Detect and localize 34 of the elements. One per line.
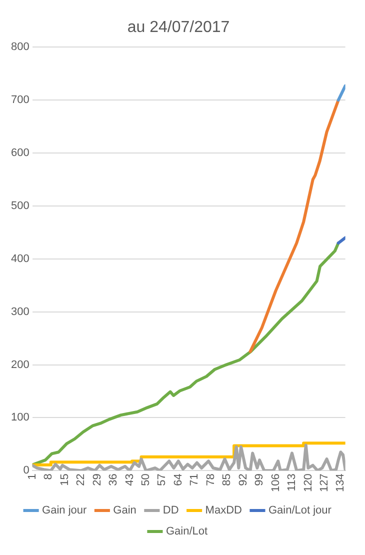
x-tick-label: 85: [221, 474, 234, 486]
x-tick-label: 120: [302, 474, 314, 492]
y-tick-label: 700: [10, 94, 30, 106]
y-tick-label: 500: [10, 200, 30, 212]
x-tick-label: 50: [140, 474, 152, 486]
x-tick-label: 134: [334, 474, 347, 492]
x-tick-label: 127: [318, 474, 330, 492]
legend-label: Gain/Lot jour: [268, 504, 332, 517]
x-tick-label: 92: [237, 474, 250, 486]
y-tick-label: 100: [10, 412, 30, 424]
x-tick-label: 106: [270, 474, 282, 492]
x-tick-label: 71: [188, 474, 201, 486]
x-tick-label: 43: [124, 474, 136, 486]
legend-label: Gain/Lot: [166, 526, 208, 538]
x-tick-label: 36: [108, 474, 120, 486]
y-tick-label: 400: [10, 252, 30, 265]
y-tick-label: 200: [10, 358, 30, 371]
x-tick-label: 15: [58, 474, 71, 486]
x-tick-label: 99: [254, 474, 266, 486]
x-tick-label: 22: [75, 474, 88, 486]
x-tick-label: 78: [204, 474, 217, 486]
legend-label: Gain jour: [42, 504, 88, 517]
x-tick-label: 29: [91, 474, 104, 486]
x-tick-label: 8: [42, 474, 55, 480]
legend-label: Gain: [113, 504, 136, 517]
y-tick-label: 600: [10, 147, 30, 160]
x-tick-label: 57: [156, 474, 168, 486]
y-tick-label: 300: [10, 306, 30, 318]
legend-label: DD: [162, 504, 179, 517]
x-tick-label: 113: [286, 474, 298, 492]
chart-title: au 24/07/2017: [127, 19, 230, 36]
y-tick-label: 800: [10, 41, 30, 54]
legend-label: MaxDD: [205, 504, 242, 517]
x-tick-label: 64: [172, 474, 184, 486]
